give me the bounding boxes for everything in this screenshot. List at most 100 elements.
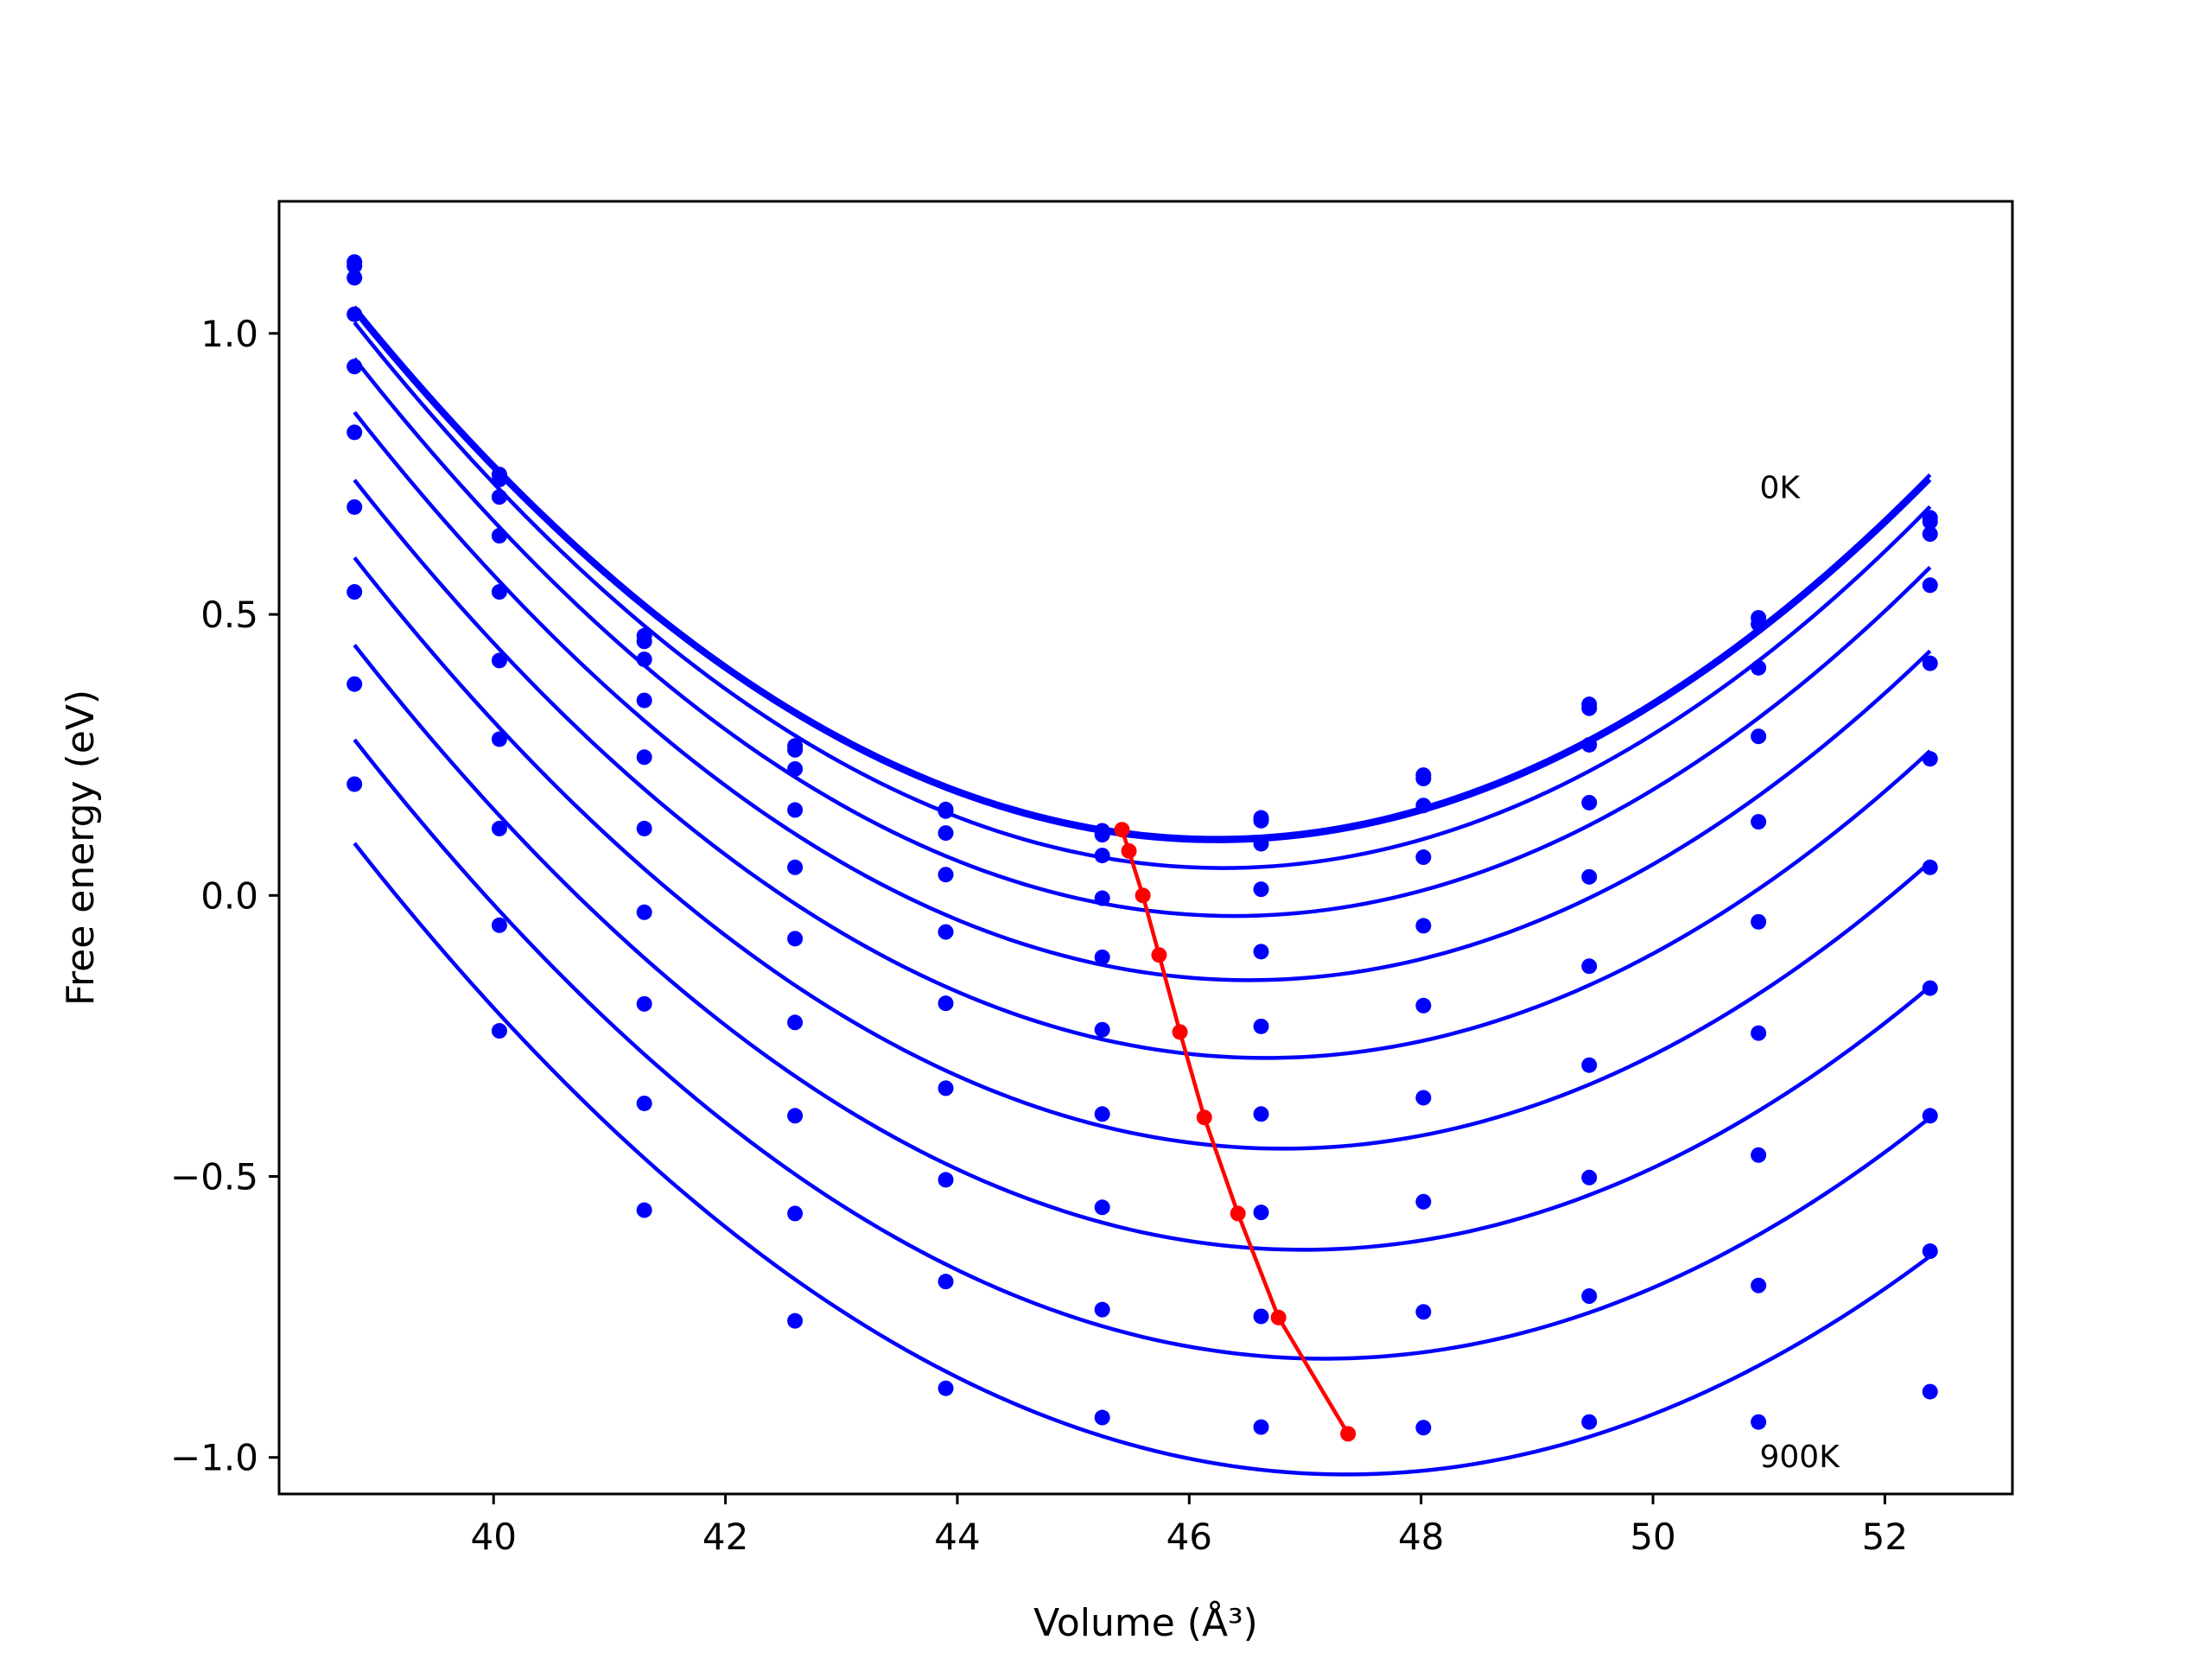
series-line-400K bbox=[353, 410, 1932, 982]
x-tick-label: 42 bbox=[702, 1516, 748, 1558]
data-point-800K bbox=[346, 676, 363, 692]
data-point-900K bbox=[636, 1202, 652, 1218]
series-line-0K bbox=[353, 305, 1932, 840]
data-point-900K bbox=[1751, 1414, 1767, 1430]
data-point-700K bbox=[346, 584, 363, 601]
series-points bbox=[346, 254, 1938, 1436]
data-point-100K bbox=[1751, 616, 1767, 632]
data-point-200K bbox=[491, 489, 507, 505]
data-point-800K bbox=[1253, 1308, 1269, 1325]
data-point-900K bbox=[491, 1023, 507, 1039]
data-point-600K bbox=[1415, 1090, 1432, 1106]
x-tick-label: 44 bbox=[934, 1516, 980, 1558]
data-point-100K bbox=[938, 803, 954, 819]
y-axis-ticks: −1.0 −0.5 0.0 0.5 1.0 bbox=[170, 313, 279, 1479]
data-point-400K bbox=[938, 924, 954, 940]
data-point-600K bbox=[636, 904, 652, 920]
data-point-500K bbox=[636, 820, 652, 836]
data-point-800K bbox=[491, 917, 507, 933]
data-point-800K bbox=[787, 1205, 804, 1222]
minimum-point bbox=[1121, 842, 1137, 859]
data-point-300K bbox=[1415, 849, 1432, 866]
data-point-700K bbox=[938, 1172, 954, 1188]
data-point-800K bbox=[636, 1095, 652, 1111]
data-point-100K bbox=[1581, 700, 1598, 716]
data-point-100K bbox=[1922, 513, 1938, 530]
x-axis-ticks: 40 42 44 46 48 50 52 bbox=[471, 1494, 1908, 1558]
data-point-300K bbox=[1751, 728, 1767, 745]
y-tick-label: 0.0 bbox=[200, 874, 258, 917]
data-point-500K bbox=[938, 995, 954, 1012]
data-point-700K bbox=[491, 820, 507, 836]
x-tick-label: 52 bbox=[1862, 1516, 1908, 1558]
data-point-800K bbox=[1922, 1108, 1938, 1124]
data-point-200K bbox=[636, 652, 652, 668]
annotation-label: 0K bbox=[1759, 470, 1801, 505]
y-tick-label: 1.0 bbox=[200, 313, 258, 355]
minimum-point bbox=[1196, 1109, 1212, 1126]
data-point-800K bbox=[938, 1274, 954, 1290]
data-point-400K bbox=[491, 584, 507, 601]
data-point-100K bbox=[491, 471, 507, 487]
series-line-300K bbox=[353, 357, 1932, 918]
y-tick-label: −0.5 bbox=[170, 1156, 258, 1198]
data-point-600K bbox=[787, 1014, 804, 1031]
minimum-point bbox=[1135, 887, 1151, 904]
data-point-200K bbox=[346, 270, 363, 286]
data-point-300K bbox=[1253, 881, 1269, 898]
data-point-400K bbox=[1415, 918, 1432, 934]
data-point-800K bbox=[1581, 1288, 1598, 1305]
minimum-point bbox=[1270, 1309, 1287, 1325]
data-point-400K bbox=[1581, 868, 1598, 885]
data-point-800K bbox=[1415, 1304, 1432, 1320]
data-point-400K bbox=[1094, 949, 1110, 965]
data-point-300K bbox=[938, 867, 954, 883]
data-point-500K bbox=[1415, 997, 1432, 1014]
data-point-900K bbox=[1253, 1419, 1269, 1435]
annotation-label: 900K bbox=[1759, 1440, 1840, 1475]
data-point-700K bbox=[787, 1108, 804, 1124]
data-point-100K bbox=[1415, 771, 1432, 786]
x-tick-label: 40 bbox=[471, 1516, 517, 1558]
data-point-600K bbox=[1581, 1057, 1598, 1073]
data-point-500K bbox=[1094, 1021, 1110, 1038]
data-point-100K bbox=[636, 633, 652, 650]
y-tick-label: 0.5 bbox=[200, 594, 258, 636]
data-point-500K bbox=[1922, 751, 1938, 767]
minimum-point bbox=[1230, 1205, 1246, 1222]
data-point-200K bbox=[787, 760, 804, 777]
data-point-200K bbox=[938, 825, 954, 842]
data-point-900K bbox=[1922, 1243, 1938, 1260]
minimum-curve bbox=[1114, 822, 1357, 1442]
minimum-point bbox=[1340, 1426, 1357, 1442]
series-curves bbox=[353, 305, 1932, 1477]
series-line-200K bbox=[353, 321, 1932, 870]
data-point-900K bbox=[346, 776, 363, 792]
data-point-200K bbox=[1922, 526, 1938, 543]
data-point-400K bbox=[346, 359, 363, 375]
x-tick-label: 48 bbox=[1398, 1516, 1444, 1558]
x-axis-label: Volume (Å³) bbox=[1033, 1599, 1258, 1645]
data-point-900K bbox=[1922, 1383, 1938, 1400]
data-point-400K bbox=[1253, 944, 1269, 960]
data-point-400K bbox=[1922, 655, 1938, 671]
data-point-900K bbox=[1581, 1414, 1598, 1430]
data-point-300K bbox=[491, 528, 507, 544]
data-point-700K bbox=[1253, 1205, 1269, 1221]
data-point-400K bbox=[636, 749, 652, 766]
data-point-200K bbox=[1581, 736, 1598, 753]
minimum-point bbox=[1151, 947, 1167, 963]
data-point-300K bbox=[1094, 890, 1110, 906]
x-tick-label: 50 bbox=[1630, 1516, 1675, 1558]
data-point-600K bbox=[938, 1080, 954, 1096]
x-tick-label: 46 bbox=[1166, 1516, 1212, 1558]
data-point-100K bbox=[1253, 812, 1269, 829]
series-line-500K bbox=[353, 479, 1932, 1060]
data-point-800K bbox=[1094, 1301, 1110, 1318]
series-line-800K bbox=[353, 738, 1932, 1361]
data-point-600K bbox=[491, 731, 507, 747]
series-line-900K bbox=[353, 842, 1932, 1477]
data-point-700K bbox=[1581, 1169, 1598, 1185]
data-point-200K bbox=[1751, 659, 1767, 676]
